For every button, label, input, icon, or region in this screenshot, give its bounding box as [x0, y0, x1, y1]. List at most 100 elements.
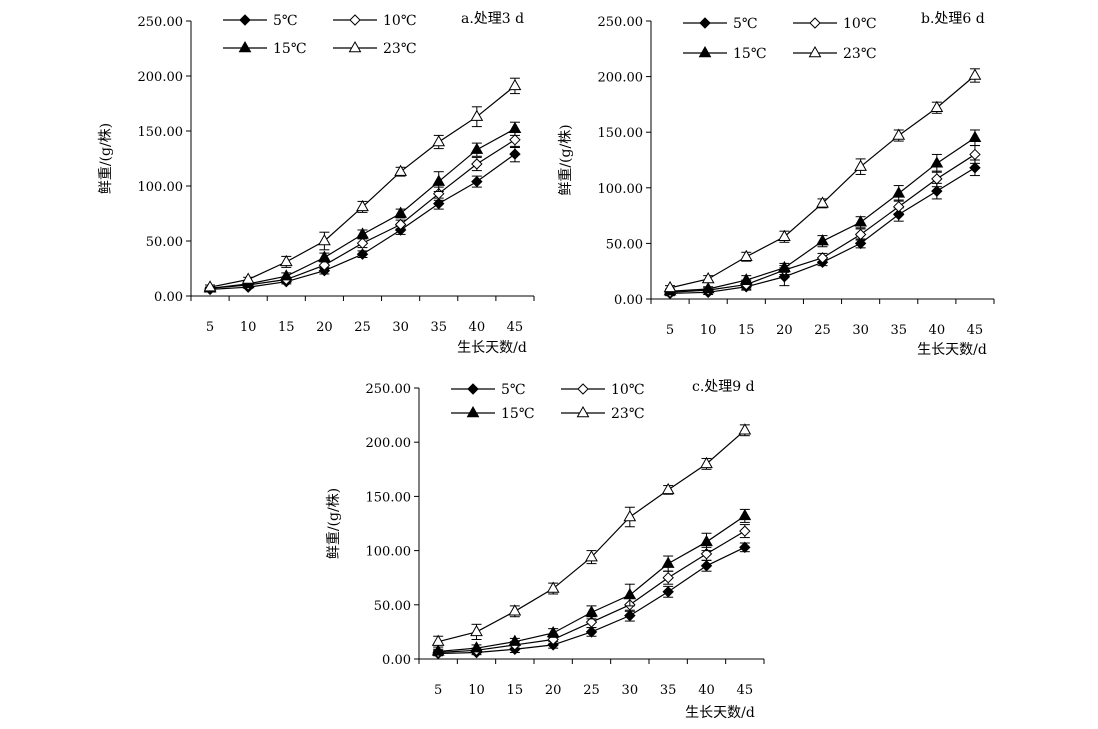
subchart-b: 0.00 50.00 100.00 150.00 200.00 250.00 5 10 15 20… [558, 11, 995, 358]
series-3 [431, 423, 752, 648]
y-tick-label: 100.00 [366, 545, 412, 560]
data-point [585, 605, 598, 617]
data-point [624, 609, 636, 622]
data-point [662, 571, 674, 584]
data-point [546, 581, 560, 593]
x-tick-label: 15 [507, 683, 524, 698]
x-tick-label: 10 [700, 323, 717, 338]
y-axis-title: 鲜重/(g/株) [326, 488, 342, 559]
x-axis-title: 生长天数/d [917, 342, 987, 358]
data-point [700, 548, 713, 560]
x-tick-label: 45 [737, 683, 754, 698]
y-axis-title: 鲜重/(g/株) [98, 123, 114, 194]
series-2 [431, 508, 752, 656]
y-tick-label: 150.00 [366, 490, 412, 505]
series-0 [204, 145, 521, 296]
x-tick-label: 10 [468, 683, 485, 698]
data-point [470, 109, 484, 121]
data-point [356, 248, 369, 260]
legend-marker [238, 40, 252, 53]
y-tick-label: 0.00 [382, 653, 411, 668]
series-3 [203, 77, 522, 292]
legend-marker [698, 45, 712, 58]
data-point [470, 624, 483, 637]
x-tick-label: 25 [354, 320, 371, 335]
data-point [663, 280, 677, 293]
data-point [356, 227, 369, 239]
x-tick-label: 20 [776, 323, 793, 338]
data-point [356, 237, 369, 249]
x-tick-label: 20 [545, 683, 562, 698]
legend-marker [808, 45, 822, 58]
data-point [470, 142, 484, 154]
y-tick-label: 50.00 [606, 237, 643, 252]
data-point [356, 199, 369, 212]
data-point [318, 250, 331, 262]
data-point [509, 134, 521, 146]
data-point [585, 626, 598, 638]
y-tick-label: 250.00 [366, 382, 412, 397]
x-tick-label: 15 [278, 320, 295, 335]
data-point [854, 159, 867, 171]
legend-marker [239, 14, 251, 26]
series-2 [663, 129, 982, 296]
series-line [210, 153, 516, 290]
data-point [854, 237, 867, 250]
x-tick-label: 40 [698, 683, 715, 698]
x-tick-label: 25 [583, 683, 600, 698]
series-2 [203, 121, 522, 293]
data-point [585, 616, 598, 628]
data-point [662, 586, 674, 598]
legend-marker [699, 17, 711, 29]
data-point [471, 175, 483, 188]
y-tick-label: 250.00 [598, 15, 644, 30]
series-1 [664, 145, 981, 299]
data-point [318, 259, 331, 271]
data-point [931, 173, 943, 185]
data-point [854, 228, 867, 241]
data-point [739, 525, 751, 537]
data-point [816, 252, 829, 264]
x-tick-label: 45 [967, 323, 984, 338]
x-tick-label: 30 [392, 320, 409, 335]
y-tick-label: 150.00 [138, 125, 184, 140]
data-point [471, 158, 483, 170]
y-tick-label: 50.00 [146, 235, 183, 250]
y-tick-label: 200.00 [366, 436, 412, 451]
data-point [623, 588, 637, 600]
legend-label: 10℃ [611, 382, 644, 398]
x-tick-label: 5 [206, 320, 214, 335]
data-point [661, 482, 675, 495]
data-point [700, 534, 713, 547]
legend-marker [348, 40, 362, 53]
legend: 5℃ 10℃ 15℃ 23℃ [451, 382, 644, 422]
x-tick-label: 5 [434, 683, 442, 698]
legend-marker [577, 383, 589, 395]
x-tick-label: 15 [738, 323, 755, 338]
y-tick-label: 0.00 [154, 290, 183, 305]
data-point [623, 509, 637, 522]
data-point [509, 148, 521, 160]
legend-label: 10℃ [383, 13, 416, 29]
legend-label: 23℃ [611, 406, 644, 422]
data-point [968, 130, 982, 142]
data-point [930, 100, 944, 112]
y-tick-label: 200.00 [138, 70, 184, 85]
data-point [508, 121, 522, 134]
y-tick-label: 100.00 [138, 180, 184, 195]
data-point [816, 196, 829, 208]
data-point [931, 185, 943, 197]
subchart-c: 0.00 50.00 100.00 150.00 200.00 250.00 5 10 15 20… [326, 379, 765, 721]
x-axis-title: 生长天数/d [685, 705, 755, 721]
data-point [241, 272, 255, 284]
legend-label: 15℃ [273, 41, 306, 57]
y-tick-label: 250.00 [138, 15, 184, 30]
legend-marker [466, 405, 480, 418]
legend-label: 5℃ [733, 16, 758, 32]
data-point [700, 456, 713, 469]
x-tick-label: 35 [890, 323, 907, 338]
series-line [670, 137, 976, 292]
series-0 [664, 159, 981, 300]
legend-label: 15℃ [733, 46, 766, 62]
